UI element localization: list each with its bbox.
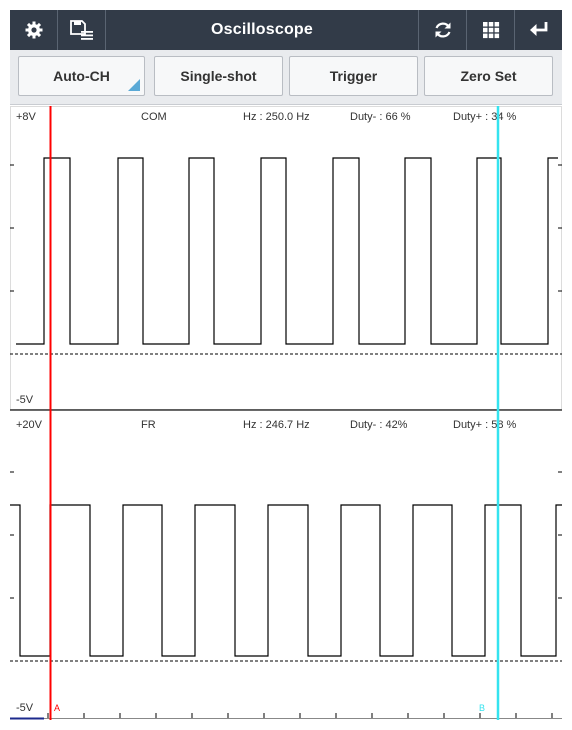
refresh-button[interactable] [418, 10, 466, 50]
channel-2-duty-minus: Duty- : 42% [350, 419, 408, 431]
channel-1-duty-minus: Duty- : 66 % [350, 111, 411, 123]
grid-button[interactable] [466, 10, 514, 50]
page-title: Oscilloscope [211, 21, 313, 38]
save-list-button[interactable] [58, 10, 106, 50]
back-button[interactable] [514, 10, 562, 50]
channel-1-duty-plus: Duty+ : 34 % [453, 111, 517, 123]
dropdown-corner-icon [128, 79, 140, 91]
cursor-a-label: A [54, 703, 60, 713]
channel-1-name: COM [141, 111, 167, 123]
settings-button[interactable] [10, 10, 58, 50]
refresh-icon [434, 22, 451, 38]
trigger-label: Trigger [329, 68, 378, 84]
scope-svg[interactable]: +8V COM Hz : 250.0 Hz Duty- : 66 % Duty+… [10, 106, 562, 720]
auto-ch-button[interactable]: Auto-CH [18, 56, 145, 96]
auto-ch-label: Auto-CH [53, 68, 110, 84]
channel-1-waveform [16, 157, 558, 345]
channel-2-frequency: Hz : 246.7 Hz [243, 419, 310, 431]
single-shot-label: Single-shot [180, 68, 257, 84]
single-shot-button[interactable]: Single-shot [154, 56, 283, 96]
cursor-b-label: B [479, 703, 485, 713]
channel-2-max-label: +20V [16, 419, 43, 431]
channel-2-ticks [10, 471, 562, 599]
channel-2-name: FR [141, 419, 156, 431]
zero-set-button[interactable]: Zero Set [424, 56, 553, 96]
title-bar: Oscilloscope [10, 10, 562, 50]
zero-set-label: Zero Set [460, 68, 517, 84]
channel-1-frequency: Hz : 250.0 Hz [243, 111, 310, 123]
back-icon [529, 22, 547, 36]
channel-2-waveform [10, 504, 562, 657]
channel-2-duty-plus: Duty+ : 58 % [453, 419, 517, 431]
channel-1-ticks [10, 164, 562, 292]
grid-icon [482, 22, 499, 39]
scope-display[interactable]: +8V COM Hz : 250.0 Hz Duty- : 66 % Duty+… [10, 106, 562, 720]
save-list-icon [69, 20, 93, 40]
channel-1-min-label: -5V [16, 394, 34, 406]
channel-2-min-label: -5V [16, 702, 34, 714]
time-axis-ticks [47, 713, 553, 718]
trigger-button[interactable]: Trigger [289, 56, 418, 96]
channel-1-max-label: +8V [16, 111, 37, 123]
toolbar: Auto-CH Single-shot Trigger Zero Set [10, 50, 562, 105]
gear-icon [25, 21, 42, 39]
